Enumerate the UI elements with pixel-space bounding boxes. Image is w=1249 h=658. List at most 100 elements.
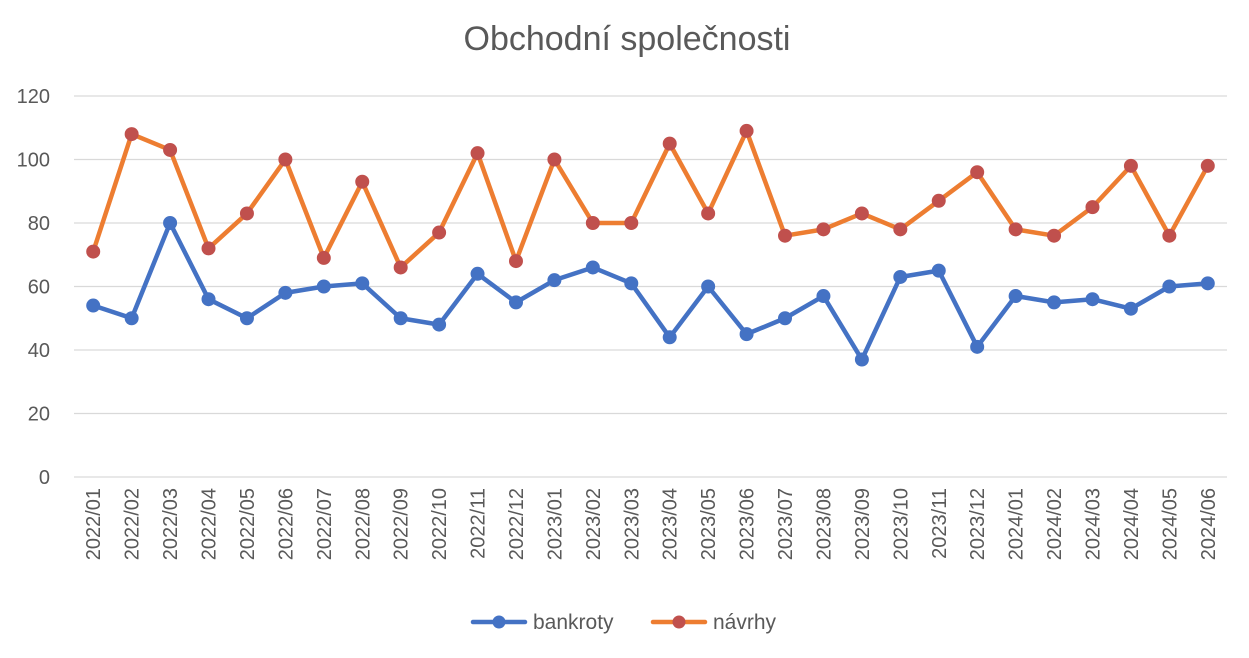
x-tick-label: 2023/08 [813,488,835,560]
point-bankroty [701,279,716,294]
series-lines [90,128,1211,362]
point-návrhy [585,216,600,230]
point-návrhy [1162,228,1177,243]
point-návrhy [355,174,370,189]
y-tick-label: 80 [28,213,50,235]
point-bankroty [931,263,946,278]
point-bankroty [1200,276,1215,291]
point-návrhy [816,222,831,237]
point-bankroty [355,276,370,291]
point-návrhy [778,228,793,243]
legend-marker-bankroty [492,615,506,629]
x-tick-label: 2022/05 [237,488,259,560]
point-návrhy [931,193,946,208]
x-tick-label: 2022/12 [506,488,528,560]
point-bankroty [316,279,331,294]
point-návrhy [854,206,869,221]
point-bankroty [624,276,639,291]
x-tick-label: 2023/10 [890,488,912,560]
point-bankroty [239,311,254,326]
x-tick-label: 2023/02 [583,488,605,560]
point-bankroty [432,317,447,332]
y-tick-label: 60 [28,277,50,299]
point-bankroty [278,285,293,300]
point-návrhy [701,206,716,221]
point-bankroty [816,289,831,304]
point-návrhy [124,127,139,142]
x-tick-label: 2022/04 [199,488,221,560]
point-návrhy [278,152,293,167]
y-tick-label: 20 [28,404,50,426]
point-bankroty [508,295,523,310]
x-tick-label: 2023/01 [544,488,566,560]
point-bankroty [201,292,216,307]
point-návrhy [470,146,485,161]
point-návrhy [393,260,408,275]
y-tick-label: 100 [17,150,50,172]
point-bankroty [86,298,101,313]
y-tick-label: 40 [28,340,50,362]
legend: bankroty návrhy [470,611,777,634]
chart-title: Obchodní společnosti [464,20,791,58]
x-tick-label: 2023/07 [775,488,797,560]
x-tick-label: 2023/04 [660,488,682,560]
series-line-bankroty [90,220,1211,362]
point-bankroty [662,330,677,345]
point-návrhy [624,216,639,230]
point-bankroty [1085,292,1100,307]
x-tick-label: 2024/02 [1044,488,1066,560]
x-tick-label: 2022/06 [275,488,297,560]
point-návrhy [86,244,101,259]
point-návrhy [547,152,562,167]
x-tick-label: 2023/03 [621,488,643,560]
x-tick-label: 2024/03 [1082,488,1104,560]
point-bankroty [1162,279,1177,294]
x-tick-label: 2022/01 [83,488,105,560]
point-návrhy [239,206,254,221]
gridlines [74,95,1227,478]
x-axis-ticks: 2022/01 2022/02 2022/03 2022/04 2022/05 2022/… [83,488,1220,560]
point-návrhy [508,254,523,269]
point-bankroty [163,216,178,230]
y-tick-label: 120 [17,86,50,108]
point-bankroty [893,269,908,284]
point-bankroty [854,352,869,367]
point-bankroty [778,311,793,326]
point-bankroty [124,311,139,326]
point-návrhy [201,241,216,256]
point-návrhy [432,225,447,240]
point-bankroty [1123,301,1138,316]
point-návrhy [970,165,985,180]
y-tick-label: 0 [39,467,50,489]
x-tick-label: 2024/04 [1121,488,1143,560]
point-návrhy [1047,228,1062,243]
x-tick-label: 2022/09 [391,488,413,560]
x-tick-label: 2023/09 [852,488,874,560]
x-tick-label: 2022/07 [314,488,336,560]
legend-marker-návrhy [672,615,686,629]
point-bankroty [585,260,600,275]
y-axis-ticks: 0 20 40 60 80 100 120 [17,86,50,489]
point-bankroty [1047,295,1062,310]
x-tick-label: 2024/01 [1006,488,1028,560]
x-tick-label: 2023/06 [737,488,759,560]
point-bankroty [1008,289,1023,304]
point-bankroty [739,327,754,342]
point-návrhy [1200,158,1215,173]
x-tick-label: 2022/11 [468,488,490,559]
x-tick-label: 2022/03 [160,488,182,560]
legend-label-bankroty: bankroty [533,611,614,634]
point-návrhy [316,250,331,265]
x-tick-label: 2023/05 [698,488,720,560]
point-bankroty [393,311,408,326]
series-line-návrhy [90,128,1211,270]
x-tick-label: 2023/11 [929,488,951,559]
point-bankroty [547,273,562,288]
point-návrhy [662,136,677,151]
point-návrhy [1008,222,1023,237]
point-návrhy [739,123,754,138]
x-tick-label: 2024/06 [1198,488,1220,560]
point-návrhy [163,142,178,157]
point-návrhy [893,222,908,237]
